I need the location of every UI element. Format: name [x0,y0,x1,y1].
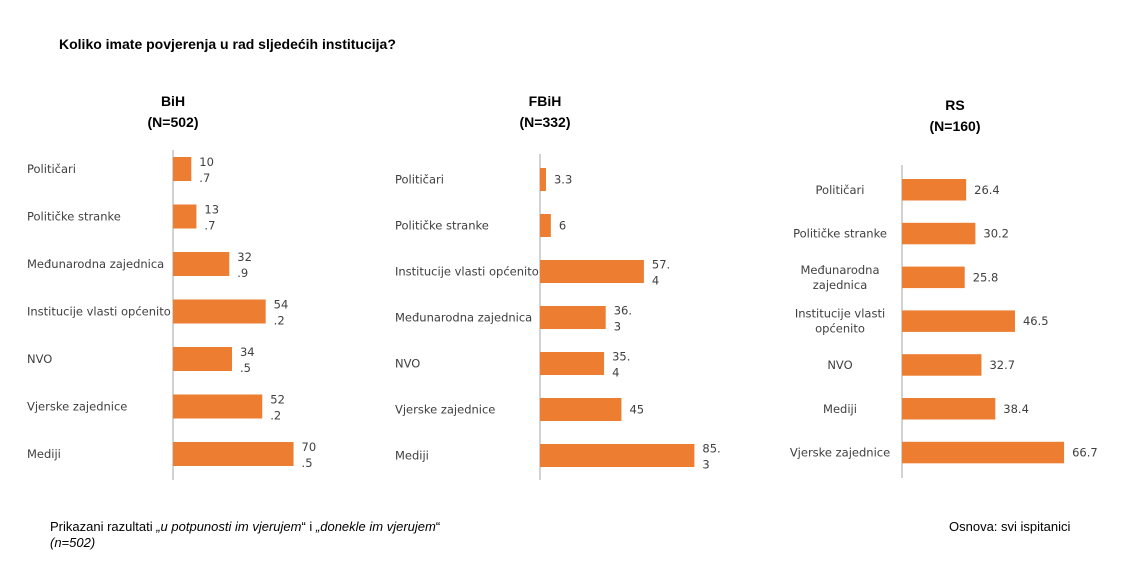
category-label: Političke stranke [27,210,121,224]
category-label: Političari [395,173,444,187]
bar [902,441,1065,464]
chart-1: BiH (N=502) Političari 10.7 Političke strank… [27,93,316,480]
category-label: Institucije vlasti općenito [27,305,171,319]
footer-note-suffix: “ [435,519,441,534]
bar [173,204,197,229]
category-label: NVO [827,358,852,372]
data-label: 70.5 [302,440,317,470]
footer-note-mid: “ i [301,519,316,534]
data-label: 3.3 [554,173,572,187]
footer-note: Prikazani razultati „u potpunosti im vje… [50,519,440,551]
category-label: Mediji [823,402,857,416]
data-label: 85. 3 [702,442,720,472]
bar [173,299,266,324]
bar [540,352,605,375]
data-label: 30.2 [983,227,1009,241]
footer-note-sample: (n=502) [50,535,96,550]
bar [173,157,192,181]
chart-title: FBiH [529,93,562,109]
category-label: Vjerske zajednice [790,446,890,460]
footer-basis: Osnova: svi ispitanici [949,519,1071,534]
category-label: Međunarodna zajednica [395,311,532,325]
category-label: Političke stranke [395,219,489,233]
data-label: 26.4 [974,183,1000,197]
chart-subtitle: (N=160) [930,118,981,134]
data-label: 6 [559,219,566,233]
bar [173,442,294,466]
chart-3: RS (N=160) Političari 26.4 Političke stranke… [790,97,1098,478]
bar [902,310,1015,332]
category-label: Institucije vlasti općenito [395,265,539,279]
bar [540,260,644,283]
page-title: Koliko imate povjerenja u rad sljedećih … [59,36,396,52]
bar [540,214,551,237]
data-label: 10.7 [199,155,214,185]
category-label: Političari [27,162,76,176]
bar [540,444,695,467]
chart-title: BiH [161,93,185,109]
bar [173,252,230,276]
category-label: Vjerske zajednice [27,400,127,414]
bar [902,222,976,245]
chart-title: RS [945,97,964,113]
data-label: 25.8 [973,270,999,284]
category-label: NVO [395,357,420,371]
bar [540,398,622,421]
category-label: Međunarodna zajednica [27,257,164,271]
category-label: Mediji [395,449,429,463]
chart-subtitle: (N=332) [520,114,571,130]
data-label: 36. 3 [614,304,632,334]
category-label: Političke stranke [793,227,887,241]
bar [902,266,965,289]
data-label: 46.5 [1023,314,1049,328]
footer-note-prefix: Prikazani razultati [50,519,157,534]
data-label: 32.9 [237,250,252,280]
bar [902,179,967,201]
footer-note-em2: „donekle im vjerujem [315,519,436,534]
data-label: 34.5 [240,345,255,375]
chart-subtitle: (N=502) [148,114,199,130]
data-label: 35. 4 [612,350,630,380]
category-label: Međunarodna zajednica [800,263,879,292]
data-label: 38.4 [1003,402,1029,416]
footer-note-em1: „u potpunosti im vjerujem [156,519,302,534]
category-label: NVO [27,352,52,366]
data-label: 54.2 [274,298,289,328]
data-label: 52.2 [270,393,285,423]
data-label: 66.7 [1072,446,1098,460]
bar [540,168,546,191]
data-label: 57. 4 [652,258,670,288]
category-label: Političari [816,183,865,197]
bar [902,398,996,420]
category-label: Vjerske zajednice [395,403,495,417]
data-label: 32.7 [989,358,1015,372]
bar [540,306,606,329]
data-label: 13.7 [204,203,219,233]
data-label: 45 [629,403,644,417]
bar [173,347,232,371]
bar [902,354,982,376]
charts-area: BiH (N=502) Političari 10.7 Političke strank… [27,93,1098,480]
category-label: Mediji [27,447,61,461]
category-label: Institucije vlasti općenito [795,307,885,336]
chart-2: FBiH (N=332) Političari 3.3 Političke strank… [395,93,721,480]
bar [173,394,263,419]
